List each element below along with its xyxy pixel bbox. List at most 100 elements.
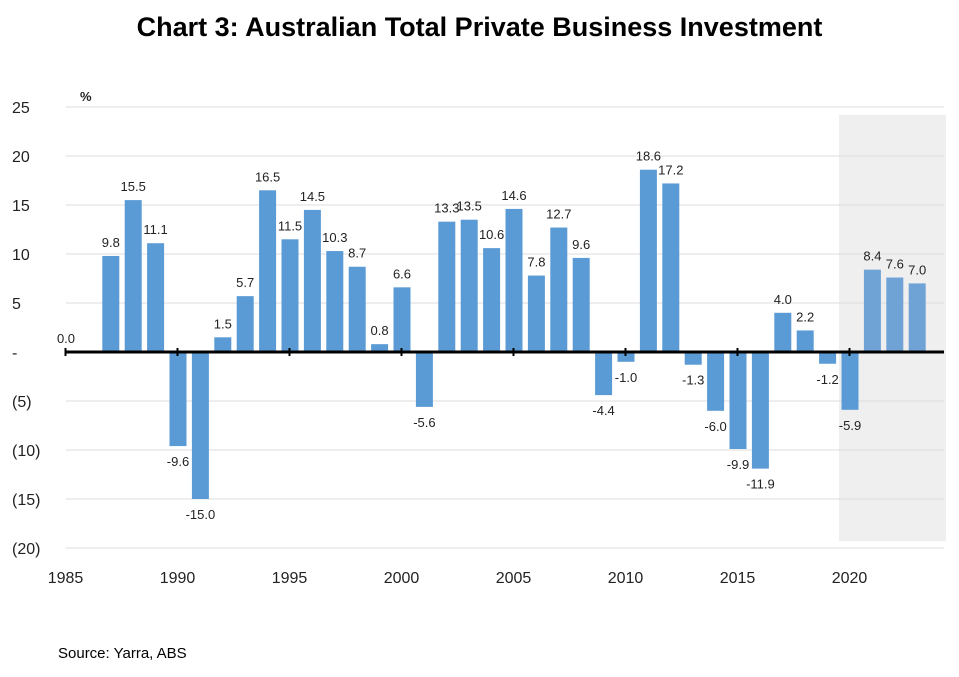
bar-1989 <box>147 243 165 352</box>
source-note: Source: Yarra, ABS <box>58 645 187 662</box>
x-tick-label: 2000 <box>384 570 420 587</box>
chart-title: Chart 3: Australian Total Private Busine… <box>136 12 823 42</box>
bar-2001 <box>415 352 433 407</box>
bar-1997 <box>326 251 344 352</box>
data-label-1997: 10.3 <box>322 230 347 245</box>
data-label-1994: 16.5 <box>255 169 280 184</box>
bar-1995 <box>281 239 299 352</box>
data-label-2015: -9.9 <box>727 457 749 472</box>
data-label-1993: 5.7 <box>236 275 254 290</box>
y-tick-label: 5 <box>12 296 21 313</box>
bar-2011 <box>639 169 657 352</box>
bar-2009 <box>595 352 613 396</box>
y-tick-label: - <box>12 345 17 362</box>
bar-1991 <box>191 352 209 499</box>
data-label-1996: 14.5 <box>300 189 325 204</box>
bar-2003 <box>460 219 478 352</box>
data-label-2019: -1.2 <box>816 372 838 387</box>
bar-2004 <box>483 248 501 352</box>
data-label-2000: 6.6 <box>393 266 411 281</box>
bar-2010 <box>617 352 635 362</box>
gridlines <box>66 106 944 549</box>
y-tick-label: (20) <box>12 541 40 558</box>
bar-1992 <box>214 337 232 352</box>
bar-2012 <box>662 183 680 352</box>
data-label-2011: 18.6 <box>636 149 661 164</box>
bar-1990 <box>169 352 187 447</box>
x-tick-label: 1995 <box>272 570 308 587</box>
data-label-2005: 14.6 <box>501 188 526 203</box>
bar-2008 <box>572 257 590 352</box>
data-label-1987: 9.8 <box>102 235 120 250</box>
y-tick-label: 25 <box>12 100 30 117</box>
y-axis-unit-label: % <box>80 89 92 104</box>
y-tick-label: 20 <box>12 149 30 166</box>
x-tick-label: 2020 <box>832 570 868 587</box>
data-label-1985: 0.0 <box>57 331 75 346</box>
data-label-2020: -5.9 <box>839 418 861 433</box>
data-label-2016: -11.9 <box>746 477 775 492</box>
x-tick-label: 1990 <box>160 570 196 587</box>
bar-1987 <box>102 255 120 352</box>
data-label-2001: -5.6 <box>413 415 435 430</box>
y-tick-label: 10 <box>12 247 30 264</box>
data-label-2014: -6.0 <box>704 419 726 434</box>
bar-1998 <box>348 266 366 352</box>
data-label-2021: 8.4 <box>863 249 881 264</box>
x-tick-label: 2015 <box>720 570 756 587</box>
data-label-1995: 11.5 <box>278 218 302 233</box>
data-label-1990: -9.6 <box>167 454 189 469</box>
data-labels: 0.0 9.8 15.5 11.1 -9.6 -15.0 1.5 5.7 16.5 11.5 14.… <box>57 149 926 522</box>
x-tick-label: 2010 <box>608 570 644 587</box>
bar-1988 <box>124 200 142 352</box>
bar-1996 <box>303 209 321 352</box>
data-label-2010: -1.0 <box>615 370 637 385</box>
data-label-2004: 10.6 <box>479 227 504 242</box>
data-label-2023: 7.0 <box>908 262 926 277</box>
bar-2006 <box>527 275 545 352</box>
x-tick-label: 1985 <box>48 570 84 587</box>
bar-1999 <box>371 344 389 352</box>
data-label-1988: 15.5 <box>121 179 146 194</box>
data-label-2009: -4.4 <box>592 403 614 418</box>
data-label-2006: 7.8 <box>527 255 545 270</box>
y-tick-label: (10) <box>12 443 40 460</box>
y-tick-label: (5) <box>12 394 32 411</box>
bar-2023 <box>908 283 926 352</box>
bar-2017 <box>774 312 792 352</box>
data-label-2012: 17.2 <box>658 162 683 177</box>
y-tick-label: 15 <box>12 198 30 215</box>
data-label-2007: 12.7 <box>546 207 571 222</box>
bar-2019 <box>819 352 837 364</box>
bar-2018 <box>796 330 814 352</box>
bar-2021 <box>863 269 881 352</box>
data-label-2022: 7.6 <box>886 257 904 272</box>
bar-1994 <box>259 190 277 352</box>
data-label-1998: 8.7 <box>348 246 366 261</box>
data-label-1999: 0.8 <box>371 323 389 338</box>
data-label-2008: 9.6 <box>572 237 590 252</box>
data-label-2017: 4.0 <box>774 292 792 307</box>
bar-2022 <box>886 277 904 352</box>
bar-2000 <box>393 287 411 352</box>
bar-2013 <box>684 352 702 365</box>
data-label-1992: 1.5 <box>214 316 232 331</box>
y-tick-label: (15) <box>12 492 40 509</box>
bar-2016 <box>751 352 769 469</box>
bar-2005 <box>505 208 523 352</box>
bar-2020 <box>841 352 859 410</box>
bar-2002 <box>438 221 456 352</box>
data-label-2013: -1.3 <box>682 373 704 388</box>
bar-2014 <box>707 352 725 411</box>
data-label-2018: 2.2 <box>796 309 814 324</box>
x-tick-label: 2005 <box>496 570 532 587</box>
data-label-2002: 13.3 <box>434 201 459 216</box>
bar-1993 <box>236 296 254 352</box>
data-label-1991: -15.0 <box>186 507 216 522</box>
data-label-2003: 13.5 <box>457 199 482 214</box>
bar-2015 <box>729 352 747 450</box>
bar-2007 <box>550 227 568 352</box>
bars <box>102 169 926 499</box>
